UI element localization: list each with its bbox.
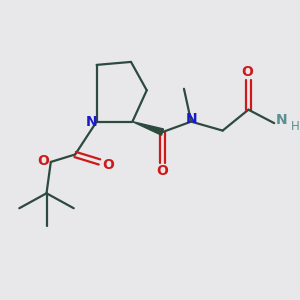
Text: O: O <box>37 154 49 168</box>
Text: N: N <box>276 112 287 127</box>
Text: N: N <box>185 112 197 126</box>
Text: O: O <box>157 164 168 178</box>
Text: O: O <box>102 158 114 172</box>
Text: H: H <box>291 120 300 133</box>
Polygon shape <box>132 122 164 135</box>
Text: O: O <box>241 65 253 80</box>
Text: N: N <box>86 115 97 129</box>
